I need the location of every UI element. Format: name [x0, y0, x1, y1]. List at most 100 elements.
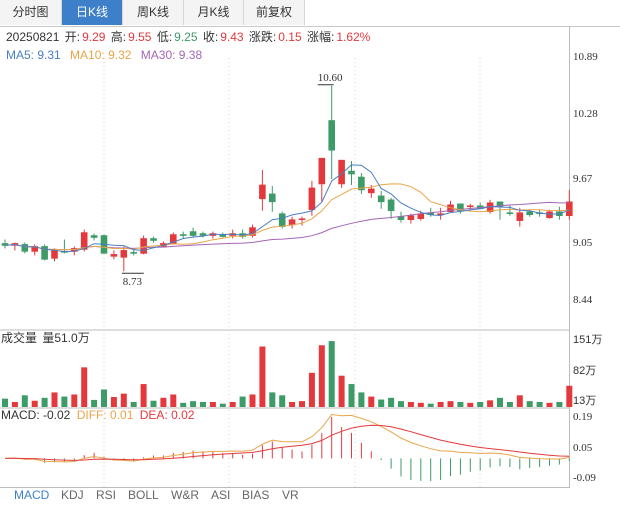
- indicator-tab-asi[interactable]: ASI: [211, 488, 231, 502]
- volume-bar: [110, 396, 117, 407]
- volume-bar: [269, 392, 276, 407]
- volume-bar: [71, 394, 78, 407]
- tab-monthly-k[interactable]: 月K线: [184, 0, 244, 25]
- volume-bar: [120, 393, 127, 407]
- low-value: 9.25: [174, 30, 198, 44]
- macd-axis-label: 0.19: [573, 411, 593, 423]
- tab-weekly-k[interactable]: 周K线: [123, 0, 184, 25]
- dea-value: DEA: 0.02: [139, 408, 195, 422]
- volume-bar: [487, 400, 494, 407]
- volume-bar: [378, 399, 385, 407]
- candle-body: [318, 157, 326, 185]
- candle-body: [130, 252, 137, 254]
- volume-axis-label: 151万: [573, 334, 603, 346]
- candle-body: [288, 219, 296, 225]
- open-value: 9.29: [82, 30, 106, 44]
- chart-tabs: 分时图 日K线 周K线 月K线 前复权: [0, 0, 620, 27]
- candle-body: [546, 211, 553, 218]
- candle-body: [387, 199, 395, 212]
- volume-bar: [279, 395, 286, 407]
- volume-bar: [328, 341, 335, 407]
- indicator-tab-boll[interactable]: BOLL: [128, 488, 159, 502]
- min-price-label: 8.73: [123, 276, 143, 288]
- close-label: 收:: [202, 30, 219, 44]
- volume-bar: [91, 399, 98, 407]
- macd-legend: MACD: -0.02 DIFF: 0.01 DEA: 0.02: [1, 408, 196, 422]
- indicator-tab-macd[interactable]: MACD: [14, 488, 50, 502]
- volume-bar: [249, 394, 256, 407]
- candle-body: [51, 250, 58, 259]
- volume-bar: [338, 375, 345, 407]
- candle-body: [407, 215, 415, 220]
- candle-body: [268, 193, 276, 203]
- volume-bar: [239, 396, 246, 407]
- candle-body: [506, 212, 514, 215]
- change-value: 0.15: [278, 30, 302, 44]
- quote-bar: 20250821 开: 9.29 高: 9.55 低: 9.25 收: 9.43 涨跌:…: [6, 28, 372, 45]
- indicator-tab-kdj[interactable]: KDJ: [61, 488, 84, 502]
- volume-bar: [497, 397, 503, 407]
- volume-bar: [140, 384, 147, 407]
- macd-axis-label: -0.09: [573, 472, 596, 484]
- volume-bar: [546, 402, 553, 407]
- candle-body: [377, 195, 385, 203]
- indicator-tab-wr[interactable]: W&R: [171, 488, 199, 502]
- open-label: 开:: [64, 30, 81, 44]
- candle-body: [565, 201, 573, 216]
- volume-bar: [101, 389, 107, 407]
- volume-bar: [200, 401, 206, 407]
- close-value: 9.43: [220, 30, 244, 44]
- candle-body: [259, 184, 266, 200]
- candle-body: [140, 238, 147, 254]
- quote-date: 20250821: [6, 30, 60, 44]
- volume-bar: [526, 401, 533, 407]
- volume-legend: 成交量 量51.0万: [1, 329, 92, 346]
- indicator-tab-vr[interactable]: VR: [282, 488, 299, 502]
- candle-body: [466, 205, 474, 208]
- candle-body: [179, 234, 187, 236]
- dea-line: [4, 424, 570, 461]
- volume-bar: [229, 401, 236, 407]
- price-axis-label: 9.67: [573, 173, 593, 185]
- volume-bar: [417, 402, 424, 407]
- volume-value: 量51.0万: [42, 331, 90, 345]
- volume-bar: [477, 401, 484, 407]
- volume-bar: [219, 403, 226, 407]
- macd-axis-label: 0.05: [573, 442, 593, 454]
- candle-body: [367, 188, 375, 194]
- candle-body: [298, 218, 306, 220]
- candle-body: [338, 159, 345, 185]
- volume-bar: [308, 372, 315, 407]
- indicator-tabs: MACD KDJ RSI BOLL W&R ASI BIAS VR: [0, 487, 620, 506]
- indicator-tab-bias[interactable]: BIAS: [242, 488, 270, 502]
- volume-bar: [318, 345, 325, 407]
- tab-timeshare[interactable]: 分时图: [0, 0, 62, 25]
- ma5-label: MA5: 9.31: [6, 48, 61, 62]
- volume-bar: [190, 401, 197, 407]
- candle-body: [110, 254, 118, 257]
- candle-body: [150, 238, 157, 241]
- volume-bar: [407, 401, 414, 407]
- indicator-tab-rsi[interactable]: RSI: [96, 488, 117, 502]
- macd-value: MACD: -0.02: [1, 408, 71, 422]
- candle-body: [41, 246, 48, 260]
- tab-forward-adjust[interactable]: 前复权: [244, 0, 305, 25]
- volume-bar: [457, 401, 464, 407]
- volume-bar: [180, 402, 187, 407]
- volume-bar: [2, 398, 8, 407]
- tab-daily-k[interactable]: 日K线: [62, 0, 123, 25]
- volume-bar: [358, 392, 365, 407]
- volume-bar: [209, 401, 216, 407]
- volume-bar: [150, 400, 157, 407]
- volume-bar: [130, 401, 137, 407]
- volume-bar: [41, 397, 48, 407]
- candle-body: [358, 176, 365, 191]
- candle-body: [199, 233, 207, 236]
- volume-bar: [289, 401, 296, 407]
- volume-bar: [81, 367, 88, 407]
- volume-bar: [388, 397, 395, 407]
- volume-bar: [368, 396, 375, 407]
- pct-value: 1.62%: [336, 30, 371, 44]
- volume-bar: [299, 401, 305, 407]
